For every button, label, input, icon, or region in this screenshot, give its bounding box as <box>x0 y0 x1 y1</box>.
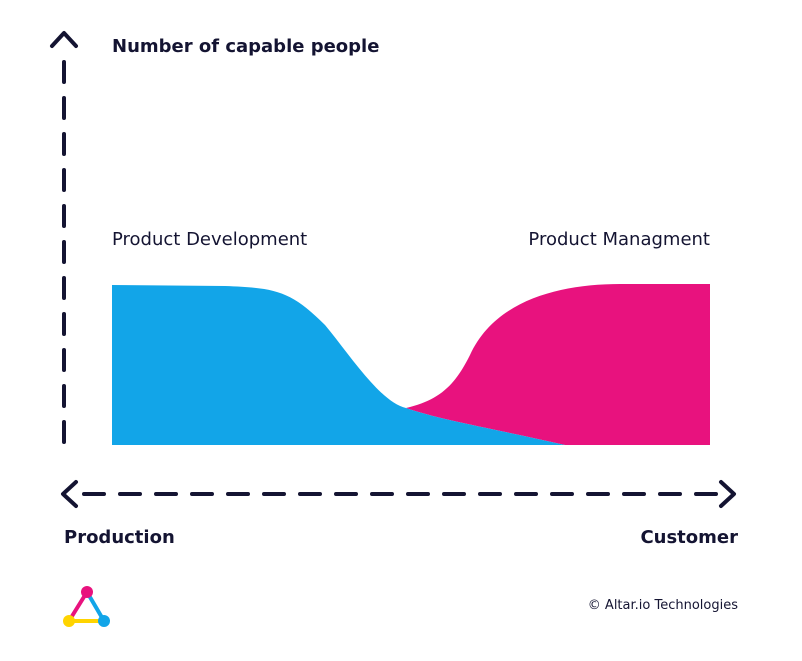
product-development-label: Product Development <box>112 229 308 250</box>
y-axis <box>50 31 78 450</box>
x-axis-left-label: Production <box>64 527 175 548</box>
y-axis-arrow-icon <box>50 31 78 48</box>
x-axis-right-arrow-icon <box>719 480 736 508</box>
x-axis <box>61 480 736 508</box>
product-development-area <box>112 285 565 445</box>
altar-logo-icon <box>63 586 110 627</box>
y-axis-title: Number of capable people <box>112 36 380 57</box>
x-axis-left-arrow-icon <box>61 480 78 508</box>
product-management-area <box>406 284 710 445</box>
copyright-text: © Altar.io Technologies <box>587 598 738 613</box>
x-axis-right-label: Customer <box>640 527 738 548</box>
product-management-label: Product Managment <box>528 229 710 250</box>
